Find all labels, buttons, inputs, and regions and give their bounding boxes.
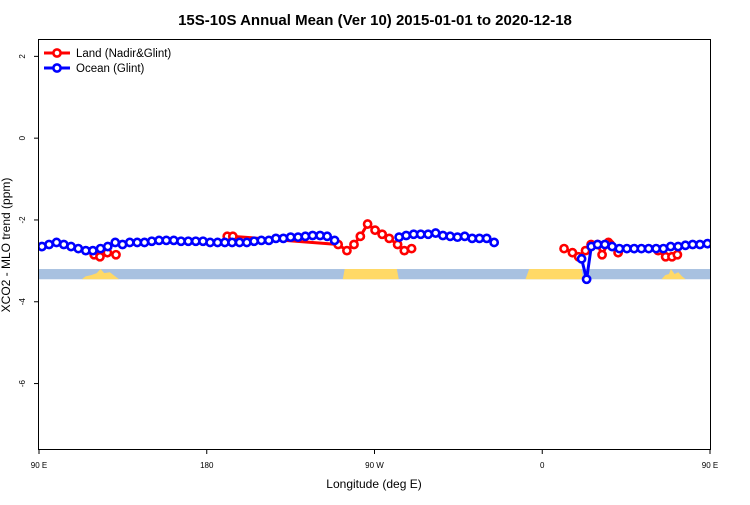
ocean-data-point	[718, 242, 725, 249]
chart-title: 15S-10S Annual Mean (Ver 10) 2015-01-01 …	[178, 12, 572, 29]
land-data-point	[377, 229, 388, 240]
land-mask-region	[342, 269, 399, 280]
land-mask-region	[81, 269, 120, 280]
ocean-data-point	[459, 231, 470, 242]
x-tick-label: 180	[200, 461, 214, 470]
y-axis-label: XCO2 - MLO trend (ppm)	[0, 178, 13, 313]
ocean-data-point	[481, 233, 492, 244]
y-tick-label: 2	[18, 54, 27, 59]
ocean-data-point	[205, 237, 216, 248]
ocean-data-point	[643, 243, 654, 254]
ocean-data-point	[423, 229, 434, 240]
land-data-point	[362, 219, 373, 229]
land-data-point	[559, 243, 569, 254]
legend-marker	[52, 48, 62, 58]
x-tick-label: 90 E	[702, 461, 718, 470]
land-data-point	[406, 243, 417, 254]
land-data-point	[355, 231, 366, 242]
ocean-data-point	[401, 230, 412, 241]
ocean-data-point	[489, 237, 500, 248]
y-tick-label: -4	[18, 298, 27, 306]
ocean-data-point	[726, 243, 733, 250]
ocean-data-point	[614, 243, 625, 254]
ocean-data-point	[139, 237, 150, 248]
x-axis-label: Longitude (deg E)	[326, 477, 421, 491]
ocean-data-point	[241, 237, 252, 248]
x-tick-label: 0	[540, 461, 545, 470]
ocean-data-point	[73, 243, 84, 254]
ocean-data-point	[665, 241, 676, 252]
land-data-point	[342, 245, 352, 256]
ocean-data-point	[278, 233, 289, 244]
ocean-data-point	[581, 274, 592, 285]
ocean-data-point	[695, 239, 705, 250]
ocean-data-point	[124, 237, 135, 248]
land-data-point	[95, 251, 105, 262]
ocean-data-point	[161, 235, 172, 246]
ocean-data-point	[709, 242, 710, 247]
plot-content	[39, 219, 747, 285]
ocean-data-point	[271, 233, 281, 244]
ocean-data-point	[740, 245, 747, 252]
x-tick-label: 90 W	[365, 461, 384, 470]
y-tick-label: -6	[18, 379, 27, 387]
ocean-data-point	[307, 230, 318, 241]
land-data-point	[597, 249, 607, 260]
ocean-data-point	[576, 253, 587, 264]
ocean-data-point	[673, 241, 684, 252]
land-data-point	[384, 233, 395, 244]
ocean-data-point	[102, 241, 113, 252]
ocean-data-point	[733, 243, 740, 250]
ocean-data-point	[227, 237, 237, 248]
land-data-point	[370, 225, 380, 236]
land-data-point	[349, 239, 359, 250]
land-mask-region	[661, 269, 686, 280]
legend-label: Land (Nadir&Glint)	[76, 48, 171, 60]
land-data-point	[111, 249, 121, 260]
legend: Land (Nadir&Glint) Ocean (Glint)	[44, 48, 171, 75]
x-tick-label: 90 E	[31, 461, 47, 470]
y-axis: 2 0 -2 -4 -6	[18, 54, 39, 387]
ocean-data-point	[87, 245, 98, 256]
y-tick-label: 0	[18, 135, 27, 140]
land-data-point	[392, 239, 403, 250]
ocean-data-point	[256, 235, 267, 246]
legend-marker	[52, 63, 62, 73]
ocean-data-point	[702, 238, 710, 249]
land-data-point	[672, 249, 683, 260]
ocean-data-point	[183, 236, 194, 247]
legend-label: Ocean (Glint)	[76, 63, 145, 75]
y-tick-label: -2	[18, 216, 27, 224]
plot-area	[39, 219, 747, 285]
ocean-data-point	[285, 232, 296, 243]
ocean-data-point	[322, 231, 333, 242]
ocean-data-point	[415, 229, 426, 240]
ocean-data-point	[44, 239, 54, 250]
ocean-data-point	[329, 235, 340, 246]
land-mask-region	[525, 269, 584, 280]
